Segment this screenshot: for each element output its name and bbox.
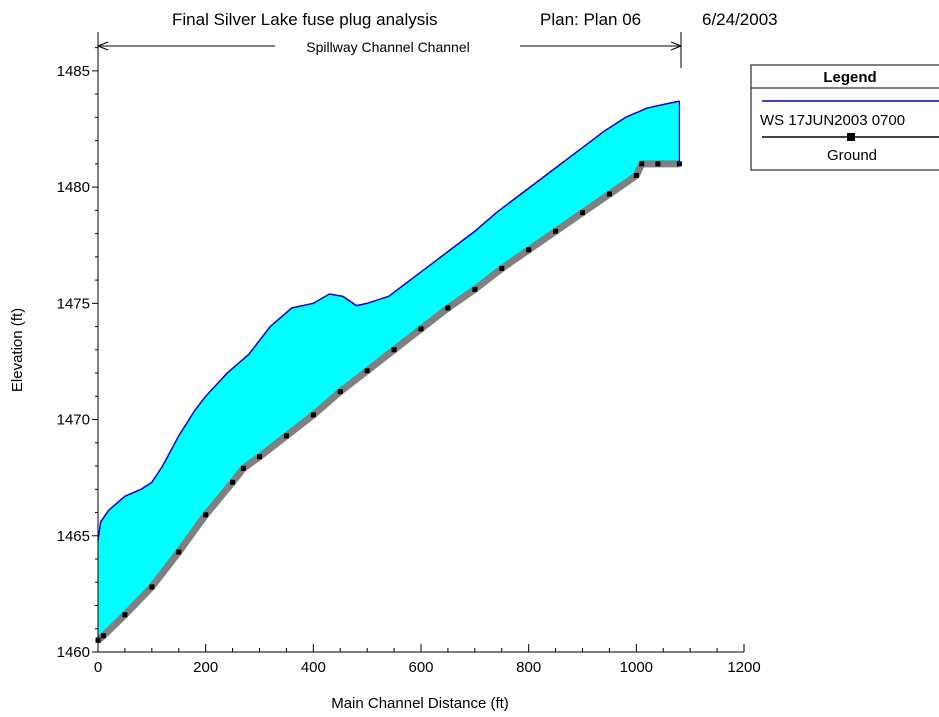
- ground-point: [257, 454, 262, 460]
- legend: Legend WS 17JUN2003 0700 Ground: [750, 64, 939, 171]
- x-tick-label: 1000: [620, 659, 653, 676]
- reach-arrow-left-head: [97, 41, 109, 51]
- x-ticks: 0 200 400 600 800 1000 1200: [94, 644, 761, 676]
- y-tick-label: 1485: [57, 63, 90, 80]
- ground-point: [283, 433, 289, 439]
- y-ticks: 1460 1465 1470 1475 1480 1485: [57, 47, 98, 661]
- y-tick-label: 1465: [57, 528, 90, 545]
- reach-extent: Spillway Channel Channel: [97, 32, 682, 68]
- ground-point: [100, 633, 106, 639]
- ground-point: [445, 305, 451, 311]
- ground-point: [391, 347, 397, 353]
- ground-point: [639, 161, 645, 167]
- ground-point: [499, 265, 505, 271]
- water-fill: [98, 101, 680, 641]
- x-tick-label: 0: [94, 659, 102, 676]
- x-tick-label: 400: [301, 659, 326, 676]
- ws-line: [97, 100, 680, 541]
- reach-arrow-right-head: [670, 41, 682, 51]
- ground-point: [337, 389, 343, 395]
- y-tick-label: 1480: [57, 179, 90, 196]
- ground-point: [606, 191, 612, 197]
- x-tick-label: 200: [193, 659, 218, 676]
- plan-label: Plan: Plan 06: [540, 10, 641, 29]
- x-axis-title: Main Channel Distance (ft): [331, 695, 509, 712]
- legend-ground-marker: [847, 133, 855, 141]
- ground-point: [230, 479, 236, 485]
- reach-label: Spillway Channel Channel: [306, 39, 469, 55]
- ground-point: [553, 228, 559, 234]
- date-label: 6/24/2003: [702, 10, 778, 29]
- y-axis-title: Elevation (ft): [9, 308, 26, 392]
- ground-line: [95, 160, 680, 644]
- ground-point: [364, 368, 370, 374]
- ground-point: [203, 512, 209, 518]
- x-tick-label: 600: [408, 659, 433, 676]
- ground-point: [240, 465, 246, 471]
- ws-layer: [97, 100, 681, 541]
- legend-title: Legend: [823, 69, 876, 86]
- y-tick-label: 1475: [57, 295, 90, 312]
- ground-point: [472, 286, 478, 292]
- ground-layer: [95, 160, 682, 644]
- y-tick-label: 1470: [57, 412, 90, 429]
- ground-point: [655, 161, 661, 167]
- ground-point: [149, 584, 155, 590]
- x-tick-label: 800: [516, 659, 541, 676]
- ground-point: [580, 210, 585, 216]
- ground-point: [633, 172, 639, 178]
- ground-point: [418, 326, 424, 332]
- ground-point: [310, 412, 316, 418]
- y-tick-label: 1460: [57, 644, 90, 661]
- legend-ground-label: Ground: [827, 147, 877, 164]
- chart-title: Final Silver Lake fuse plug analysis: [172, 10, 438, 29]
- ground-point: [526, 247, 532, 253]
- water-fill-layer: [98, 101, 680, 641]
- ground-point: [122, 612, 128, 618]
- legend-ws-label: WS 17JUN2003 0700: [760, 112, 905, 129]
- legend-box: [750, 64, 939, 171]
- x-tick-label: 1200: [727, 659, 760, 676]
- ground-point: [176, 549, 182, 555]
